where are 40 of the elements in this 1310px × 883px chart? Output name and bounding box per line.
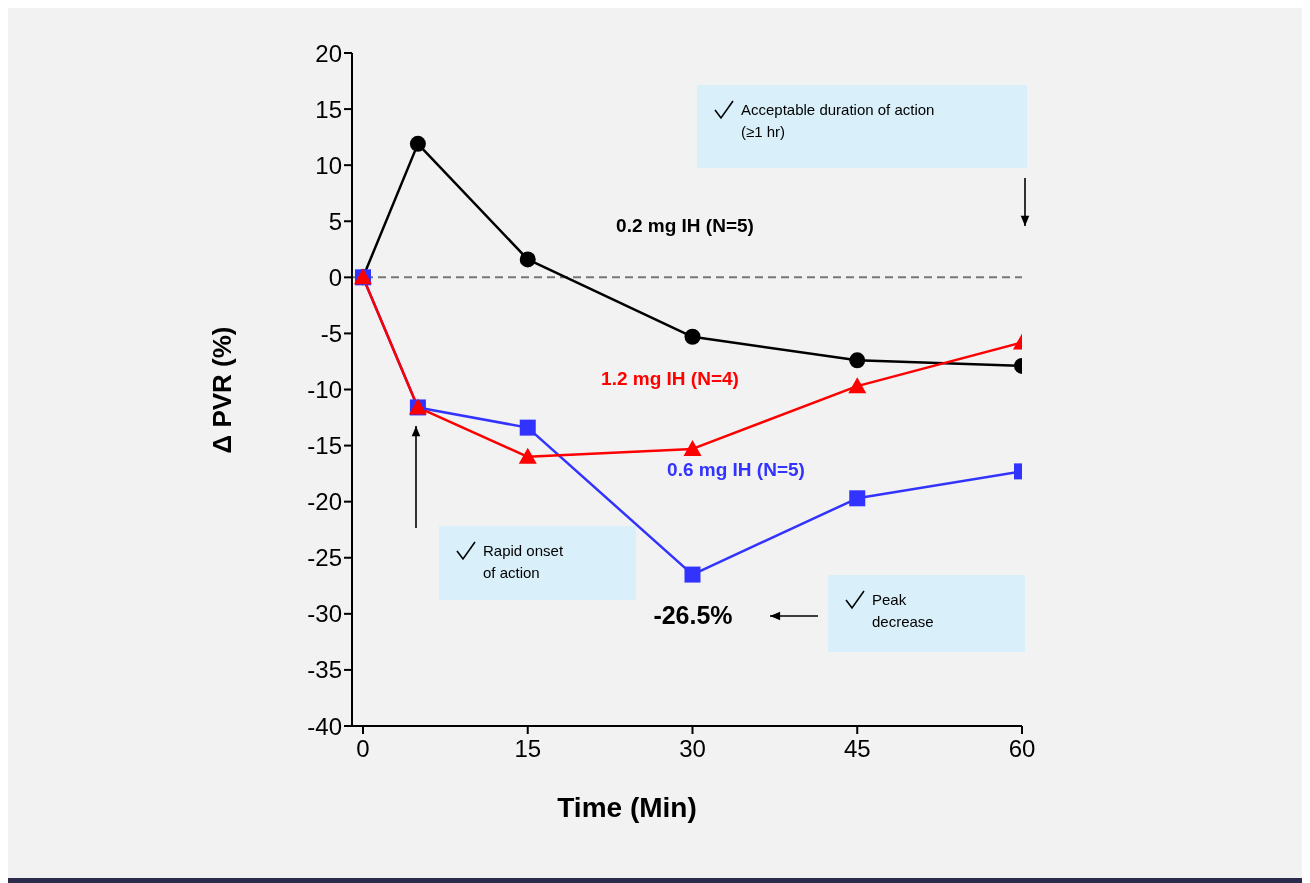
y-tick-label: -5 (320, 319, 342, 347)
y-tick-label: -15 (307, 432, 342, 460)
point (849, 490, 866, 507)
point (683, 439, 702, 456)
point (518, 447, 537, 464)
annotation: Acceptable duration of action (≥1 hr) (741, 100, 936, 142)
annotation: -26.5% (653, 600, 733, 630)
y-tick-label: 10 (315, 151, 342, 179)
y-tick-label: -25 (307, 544, 342, 572)
text: 1.2 mg IH (N=4) (601, 368, 739, 390)
y-tick-label: -20 (307, 488, 342, 516)
text: 0.6 mg IH (N=5) (667, 459, 805, 481)
y-tick-label: 0 (328, 263, 342, 291)
y-tick-label: 5 (328, 207, 342, 235)
note-box: Rapid onset of action (439, 526, 636, 600)
y-axis-title: Δ PVR (%) (206, 326, 238, 454)
note-box: Peak decrease (828, 575, 1025, 652)
x-tick-label: 45 (843, 735, 871, 763)
point (848, 377, 867, 394)
y-tick-label: 15 (315, 95, 342, 123)
x-tick-label: 0 (356, 735, 370, 763)
annotation: Peak decrease (872, 590, 935, 632)
point (519, 419, 536, 436)
y-tick-label: -10 (307, 376, 342, 404)
point (849, 352, 866, 369)
point (519, 251, 536, 268)
x-axis-title: Time (Min) (557, 792, 697, 823)
annotation: Rapid onset of action (483, 541, 565, 583)
x-tick-label: 15 (514, 735, 542, 763)
x-tick-label: 60 (1008, 735, 1036, 763)
y-tick-label: -30 (307, 600, 342, 628)
text: 0.2 mg IH (N=5) (616, 215, 754, 237)
x-tick-label: 30 (679, 735, 706, 763)
note-box: Acceptable duration of action (≥1 hr) (697, 85, 1027, 168)
point (684, 328, 701, 345)
y-tick-label: -40 (307, 712, 342, 740)
point (684, 566, 701, 583)
point (409, 135, 426, 152)
y-tick-label: -35 (307, 656, 342, 684)
y-tick-label: 20 (315, 39, 342, 67)
